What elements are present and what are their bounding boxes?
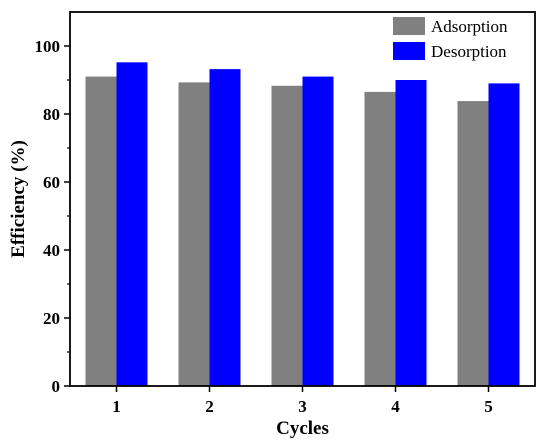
x-tick-label: 2 <box>205 397 214 416</box>
x-axis-title: Cycles <box>276 418 329 439</box>
bar-desorption-1 <box>116 62 148 386</box>
legend-swatch-adsorption <box>393 17 425 35</box>
x-tick-label: 3 <box>298 397 307 416</box>
x-tick-label: 1 <box>112 397 121 416</box>
y-tick-label: 40 <box>43 241 60 260</box>
y-tick-label: 60 <box>43 173 60 192</box>
legend-swatch-desorption <box>393 42 425 60</box>
bar-adsorption-3 <box>271 85 303 386</box>
bar-desorption-3 <box>302 76 334 386</box>
y-tick-label: 0 <box>52 377 61 396</box>
y-tick-label: 100 <box>35 37 61 56</box>
bars-layer <box>85 62 520 387</box>
bar-adsorption-5 <box>457 101 489 386</box>
legend: Adsorption Desorption <box>393 17 508 61</box>
y-tick-label: 20 <box>43 309 60 328</box>
ticks-layer: 1 2 3 4 5 0 20 40 60 80 100 <box>35 37 493 416</box>
x-tick-label: 4 <box>391 397 400 416</box>
bar-desorption-5 <box>488 83 520 387</box>
x-tick-label: 5 <box>484 397 493 416</box>
bar-adsorption-2 <box>178 82 210 386</box>
bar-desorption-4 <box>395 80 427 386</box>
legend-label-desorption: Desorption <box>431 42 507 61</box>
bar-desorption-2 <box>209 69 241 387</box>
bar-adsorption-4 <box>364 91 396 387</box>
y-tick-label: 80 <box>43 105 60 124</box>
bar-adsorption-1 <box>85 76 117 386</box>
y-axis-title: Efficiency (%) <box>8 140 29 258</box>
legend-label-adsorption: Adsorption <box>431 17 508 36</box>
